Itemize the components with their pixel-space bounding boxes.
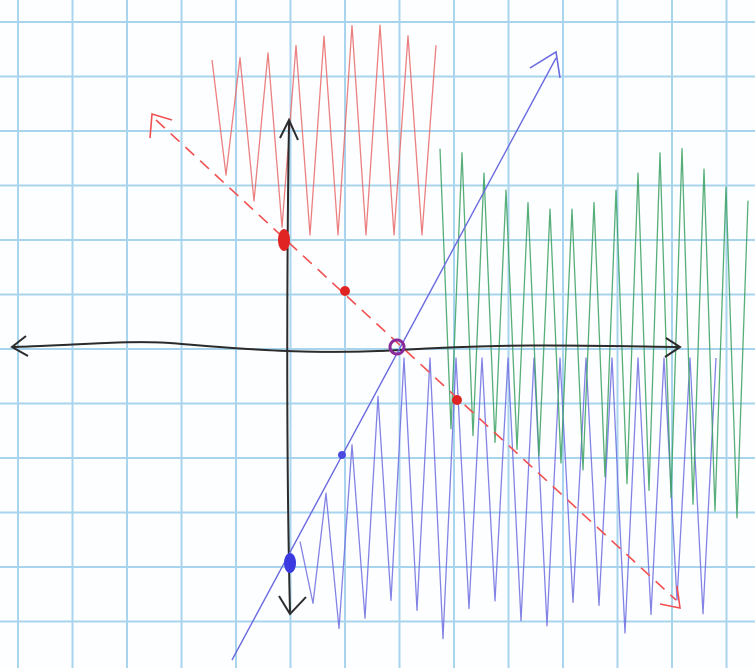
red-point: [278, 229, 290, 251]
red-point: [340, 286, 350, 296]
page: (() => { const svg = document.getElement…: [0, 0, 755, 668]
graph-paper-sketch: [0, 0, 755, 668]
blue-point: [284, 553, 296, 573]
red-point: [452, 395, 462, 405]
blue-point: [338, 451, 346, 459]
